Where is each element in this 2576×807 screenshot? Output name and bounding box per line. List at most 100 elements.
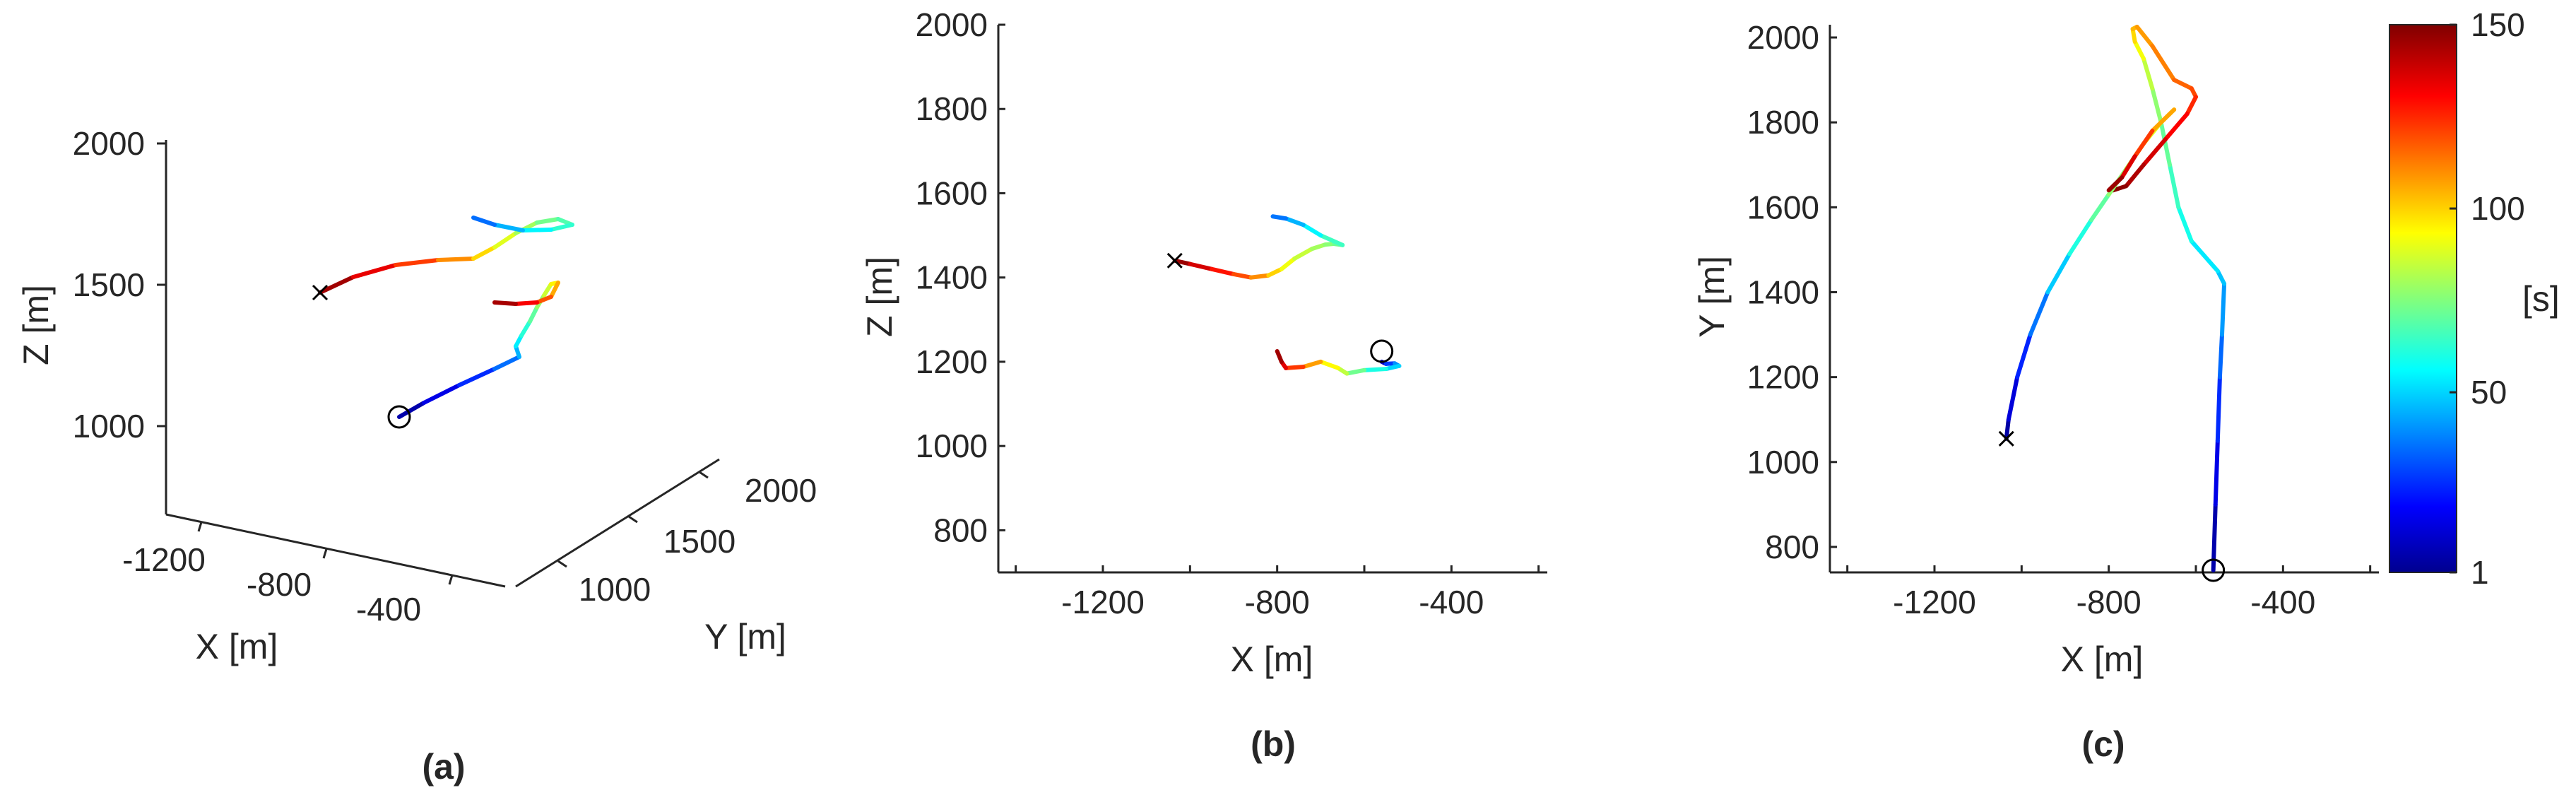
- b-trajectory-segment: [1318, 359, 1340, 370]
- a-trajectory-segment: [351, 263, 398, 279]
- colorbar-label: [s]: [2522, 279, 2560, 319]
- a-y-axis: [515, 458, 720, 588]
- c-trajectory-segment: [2006, 375, 2020, 422]
- c-trajectory-segment: [2185, 95, 2198, 117]
- a-trajectory-segment: [422, 383, 461, 405]
- c-trajectory-segment: [2172, 78, 2194, 91]
- colorbar-tick-label: 100: [2471, 190, 2525, 227]
- c-trajectory-segment: [2168, 163, 2181, 210]
- colorbar-tick-label: 150: [2471, 6, 2525, 43]
- b-x-ticks: -1200 -800 -400: [1015, 565, 1540, 620]
- c-trajectory-segment: [2124, 163, 2146, 189]
- a-y-tick-label: 1500: [663, 523, 735, 560]
- a-trajectory-segment: [397, 401, 426, 419]
- c-start-marker: [2202, 558, 2226, 582]
- a-z-tick-label: 1000: [73, 408, 145, 444]
- b-y-tick-label: 1600: [916, 175, 988, 211]
- b-markers: [1166, 252, 1394, 363]
- a-x-axis: [165, 513, 506, 588]
- c-y-tick-label: 1600: [1747, 189, 1819, 225]
- c-trajectory-segment: [2158, 120, 2172, 167]
- a-y-tick: [628, 515, 638, 524]
- a-x-tick: [448, 575, 454, 585]
- c-y-tick-label: 1400: [1747, 273, 1819, 310]
- b-trajectory-segment: [1270, 214, 1288, 221]
- colorbar-tick-label: 50: [2471, 374, 2507, 411]
- c-end-marker: [1998, 430, 2014, 447]
- b-trajectory-segment: [1292, 247, 1314, 261]
- a-z-tick-label: 1500: [73, 266, 145, 303]
- c-trajectory-segment: [2213, 438, 2220, 507]
- c-trajectory-segment: [2215, 269, 2227, 286]
- b-end-marker: [1166, 252, 1183, 269]
- a-trajectory-segment: [542, 282, 553, 298]
- c-trajectory-segment: [2134, 25, 2155, 49]
- b-trajectory-segment: [1248, 273, 1271, 280]
- b-x-tick-label: -400: [1419, 584, 1484, 620]
- a-x-tick: [322, 548, 328, 559]
- a-trajectory-segment: [492, 300, 518, 306]
- b-y-tick-label: 1800: [916, 90, 988, 127]
- a-trajectory-segment: [519, 319, 532, 338]
- a-trajectory-segment: [535, 295, 553, 305]
- c-x-tick-label: -400: [2250, 584, 2315, 620]
- a-y-axis-label: Y [m]: [704, 617, 786, 656]
- a-trajectory-segment: [492, 355, 521, 371]
- c-trajectory-segment: [2015, 332, 2033, 379]
- panel-label-b: (b): [1251, 724, 1296, 764]
- a-x-tick-label: -400: [356, 591, 421, 628]
- b-trajectory-segment: [1301, 359, 1323, 370]
- a-z-tick-label: 2000: [73, 125, 145, 162]
- b-trajectory-segment: [1172, 258, 1193, 266]
- b-trajectory-segment: [1310, 242, 1328, 252]
- a-y-tick-label: 1000: [579, 571, 651, 608]
- c-x-tick-label: -1200: [1893, 584, 1976, 620]
- a-x-tick: [197, 522, 203, 532]
- c-x-axis-label: X [m]: [2061, 640, 2144, 679]
- panel-a: 2000 1500 1000 Z [m] -1200 -800 -400 X […: [16, 125, 817, 787]
- b-trajectory-segment: [1362, 367, 1388, 372]
- colorbar-tick-label: 1: [2471, 554, 2489, 591]
- a-trajectory-segment: [436, 257, 475, 262]
- c-trajectory-segment: [2130, 27, 2137, 45]
- a-y-tick-label: 2000: [745, 472, 817, 509]
- a-trajectory-segment: [394, 258, 440, 267]
- panel-label-a: (a): [422, 747, 465, 787]
- c-trajectory-segment: [2045, 252, 2072, 295]
- c-x-ticks: -1200 -800 -400: [1846, 565, 2372, 620]
- b-start-marker: [1370, 339, 1394, 363]
- b-y-ticks: 800 1000 1200 1400 1600 1800 2000: [916, 6, 1005, 548]
- a-y-tick: [699, 471, 709, 479]
- b-trajectory-segment: [1210, 266, 1236, 276]
- a-trajectory-segment: [549, 223, 574, 232]
- c-y-tick-label: 1000: [1747, 444, 1819, 481]
- a-x-tick-label: -800: [247, 566, 312, 603]
- a-trajectory-segment: [549, 281, 560, 299]
- a-trajectory-segment: [471, 216, 497, 227]
- a-start-marker: [387, 405, 411, 429]
- b-trajectory-segment: [1231, 271, 1253, 280]
- a-x-axis-label: X [m]: [196, 627, 278, 666]
- a-trajectory-segment: [318, 275, 355, 295]
- c-trajectories: [2004, 25, 2227, 572]
- c-trajectory-segment: [2176, 205, 2194, 244]
- b-trajectory-segment: [1284, 365, 1306, 370]
- c-y-tick-label: 2000: [1747, 19, 1819, 56]
- b-y-tick-label: 2000: [916, 6, 988, 43]
- c-trajectory-segment: [2150, 44, 2177, 83]
- c-y-axis-label: Y [m]: [1692, 256, 1732, 338]
- a-end-marker: [312, 284, 329, 301]
- a-x-tick-label: -1200: [122, 541, 206, 578]
- b-trajectory-segment: [1383, 363, 1402, 372]
- c-trajectory-segment: [2004, 417, 2011, 441]
- b-y-tick-label: 1000: [916, 428, 988, 464]
- b-trajectory-segment: [1188, 261, 1215, 271]
- c-trajectory-segment: [2220, 281, 2227, 337]
- a-trajectory-segment: [514, 300, 539, 306]
- c-trajectory-segment: [2067, 218, 2093, 257]
- c-trajectory-segment: [2089, 192, 2111, 223]
- c-trajectory-segment: [2132, 40, 2146, 61]
